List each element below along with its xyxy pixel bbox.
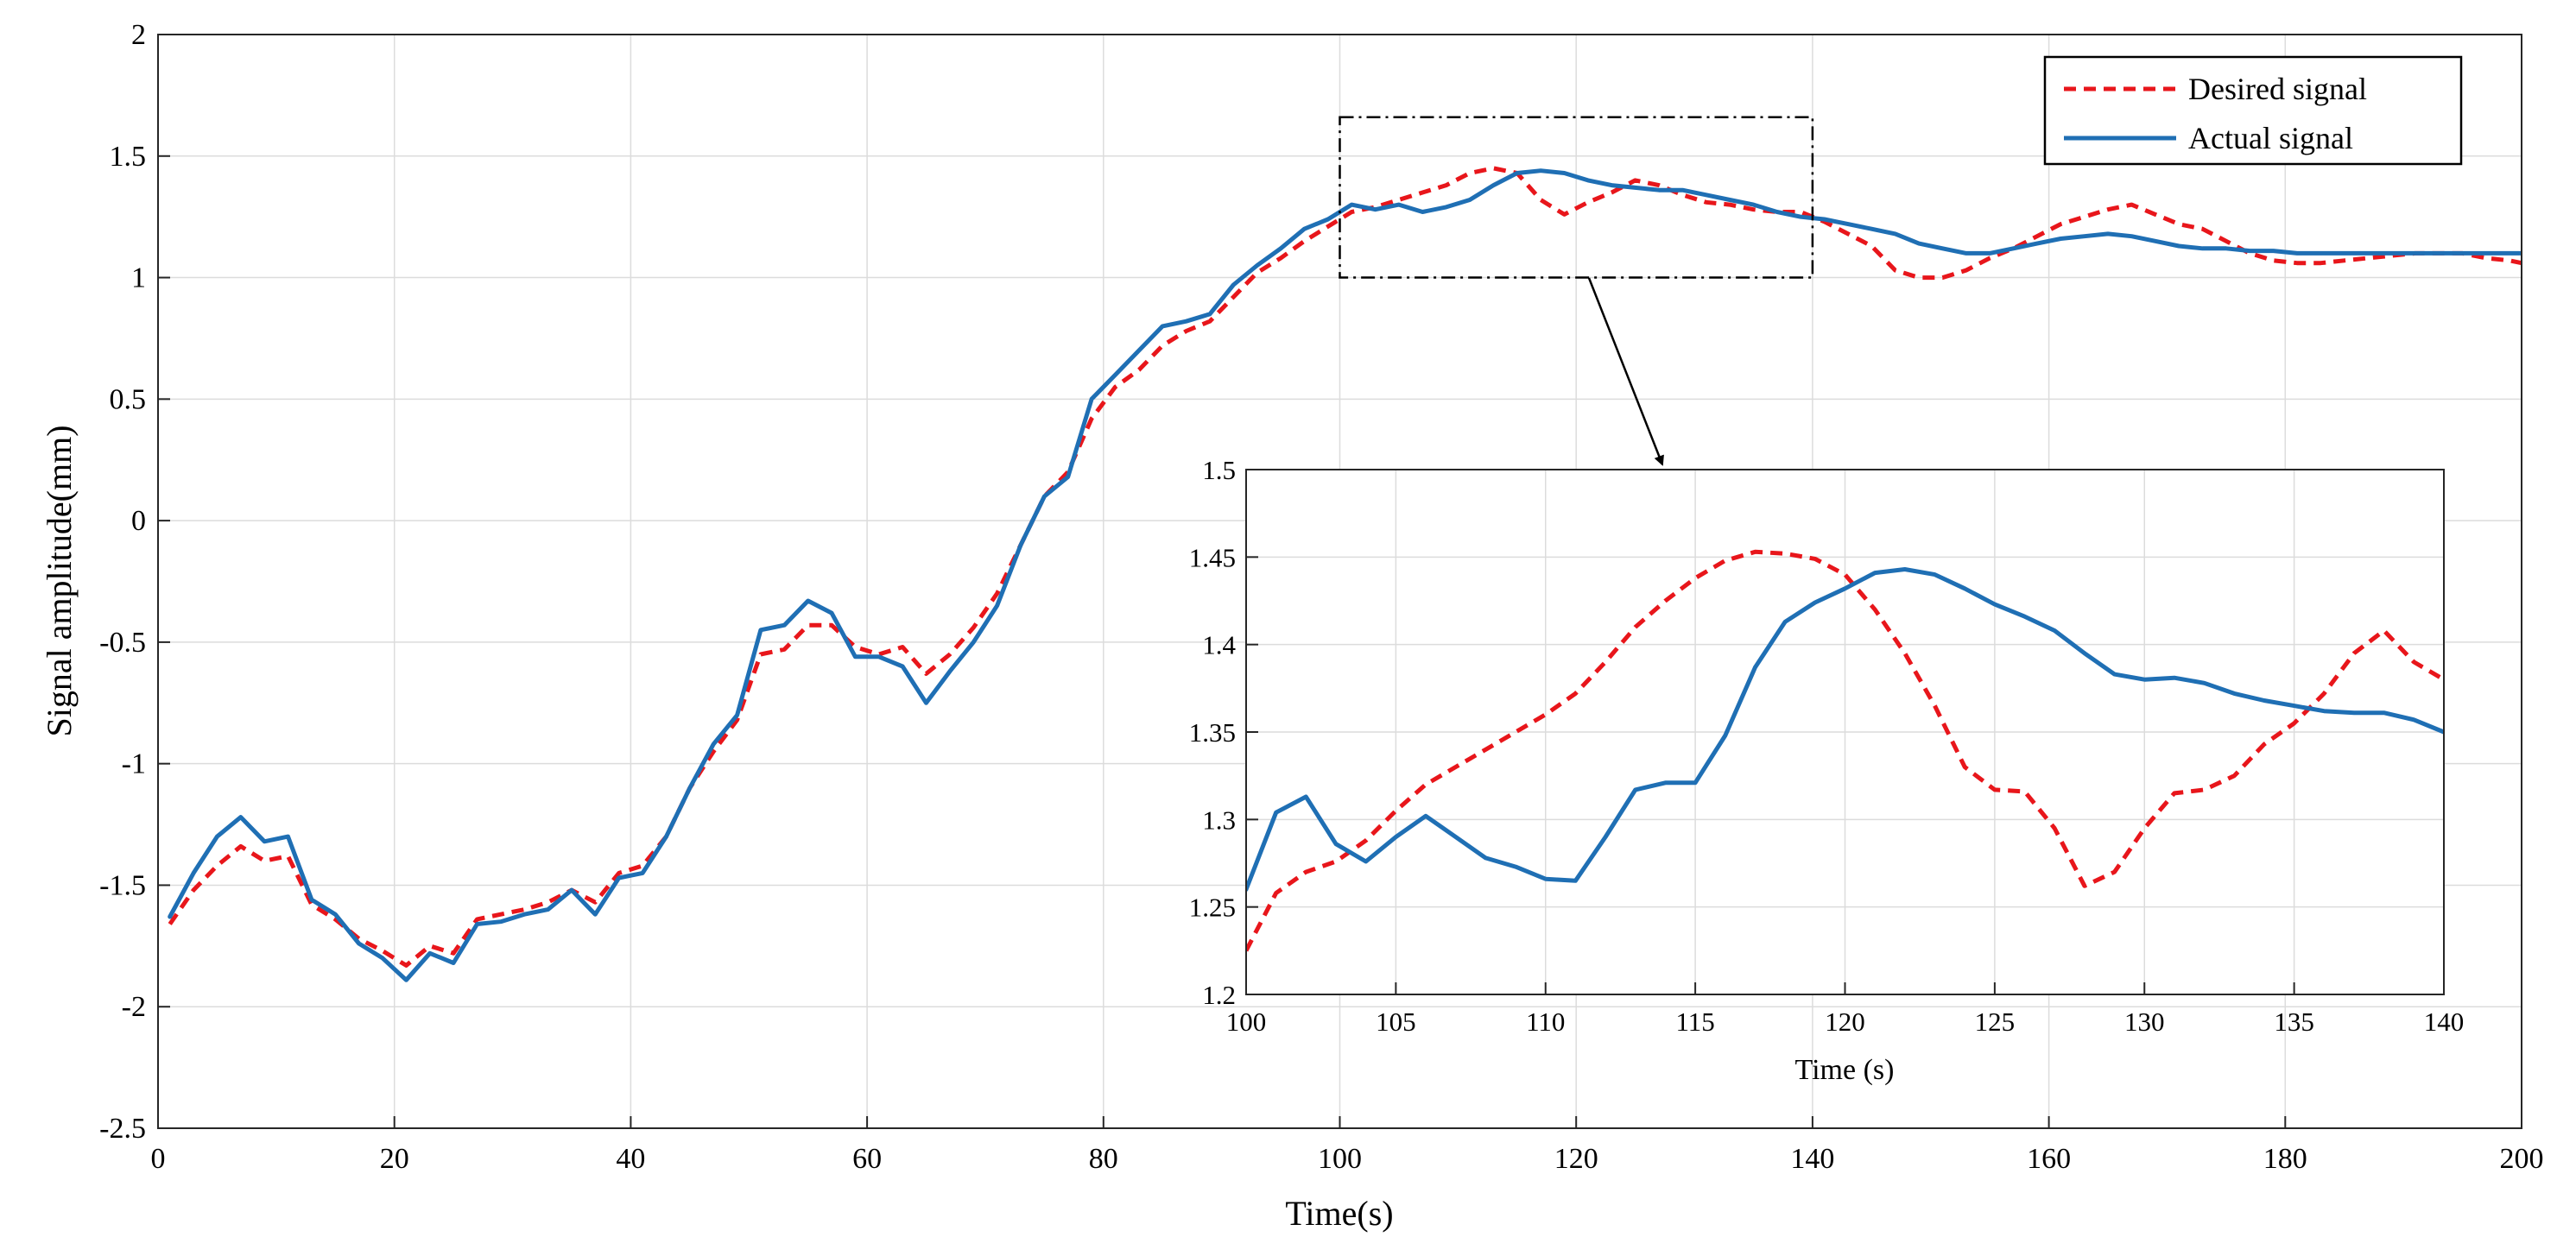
inset-x-tick-label: 130	[2124, 1007, 2165, 1037]
legend-label-actual: Actual signal	[2188, 121, 2353, 155]
main-y-tick-label: 1	[131, 262, 146, 294]
main-y-tick-label: 2	[131, 19, 146, 51]
main-x-tick-label: 20	[380, 1143, 409, 1175]
inset-x-tick-label: 135	[2274, 1007, 2314, 1037]
inset-x-tick-label: 125	[1975, 1007, 2016, 1037]
main-y-tick-label: -0.5	[99, 627, 146, 659]
inset-y-tick-label: 1.3	[1202, 805, 1236, 835]
main-y-tick-label: 0	[131, 505, 146, 537]
legend: Desired signal Actual signal	[2043, 55, 2463, 166]
main-y-ticks: -2.5 -2 -1.5 -1 -0.5 0 0.5 1 1.5 2	[99, 19, 170, 1145]
main-x-tick-label: 100	[1318, 1143, 1362, 1175]
inset-y-tick-label: 1.25	[1189, 893, 1236, 923]
inset-y-ticks: 1.2 1.25 1.3 1.35 1.4 1.45 1.5	[1189, 455, 1258, 1010]
zoom-arrow	[1587, 277, 1664, 466]
main-y-tick-label: -1.5	[99, 869, 146, 901]
main-y-tick-label: -2	[122, 991, 146, 1023]
main-x-tick-label: 200	[2500, 1143, 2544, 1175]
main-y-tick-label: 1.5	[110, 141, 147, 173]
main-x-tick-label: 120	[1554, 1143, 1598, 1175]
inset-lines	[1246, 549, 2444, 952]
inset-x-axis-label: Time (s)	[1795, 1054, 1895, 1086]
main-y-tick-label: -1	[122, 748, 146, 780]
inset-x-tick-label: 100	[1226, 1007, 1267, 1037]
main-lines	[168, 166, 2522, 982]
legend-label-desired: Desired signal	[2188, 72, 2367, 106]
main-x-tick-label: 180	[2263, 1143, 2307, 1175]
inset-y-tick-label: 1.5	[1202, 455, 1236, 485]
legend-box	[2043, 55, 2463, 166]
inset-series-actual	[1246, 567, 2444, 892]
inset-y-tick-label: 1.45	[1189, 542, 1236, 572]
main-x-tick-label: 140	[1790, 1143, 1834, 1175]
main-x-ticks: 0 20 40 60 80 100 120 140 160 180 200	[151, 1116, 2544, 1175]
inset-y-tick-label: 1.4	[1202, 630, 1236, 660]
inset-x-ticks: 100 105 110 115 120 125 130 135 140	[1226, 982, 2465, 1037]
main-y-tick-label: -2.5	[99, 1113, 146, 1145]
inset-x-tick-label: 105	[1376, 1007, 1416, 1037]
main-x-tick-label: 0	[151, 1143, 166, 1175]
main-x-tick-label: 40	[616, 1143, 645, 1175]
main-x-tick-label: 160	[2027, 1143, 2071, 1175]
inset-x-tick-label: 110	[1526, 1007, 1565, 1037]
inset-y-tick-label: 1.35	[1189, 717, 1236, 748]
main-y-axis-label: Signal amplitude(mm)	[40, 425, 79, 736]
inset-y-tick-label: 1.2	[1202, 980, 1236, 1010]
main-series-actual	[168, 168, 2522, 982]
main-x-tick-label: 80	[1089, 1143, 1118, 1175]
inset-plot: 100 105 110 115 120 125 130 135 140 1.21.251.31.…	[1189, 455, 2465, 1086]
main-x-tick-label: 60	[852, 1143, 882, 1175]
inset-x-tick-label: 115	[1675, 1007, 1714, 1037]
main-series-desired	[168, 166, 2522, 968]
inset-x-tick-label: 120	[1825, 1007, 1865, 1037]
zoom-region-box	[1339, 116, 1814, 279]
main-y-tick-label: 0.5	[110, 383, 147, 415]
main-x-axis-label: Time(s)	[1285, 1194, 1393, 1233]
inset-series-desired	[1246, 549, 2444, 952]
inset-x-tick-label: 140	[2424, 1007, 2465, 1037]
